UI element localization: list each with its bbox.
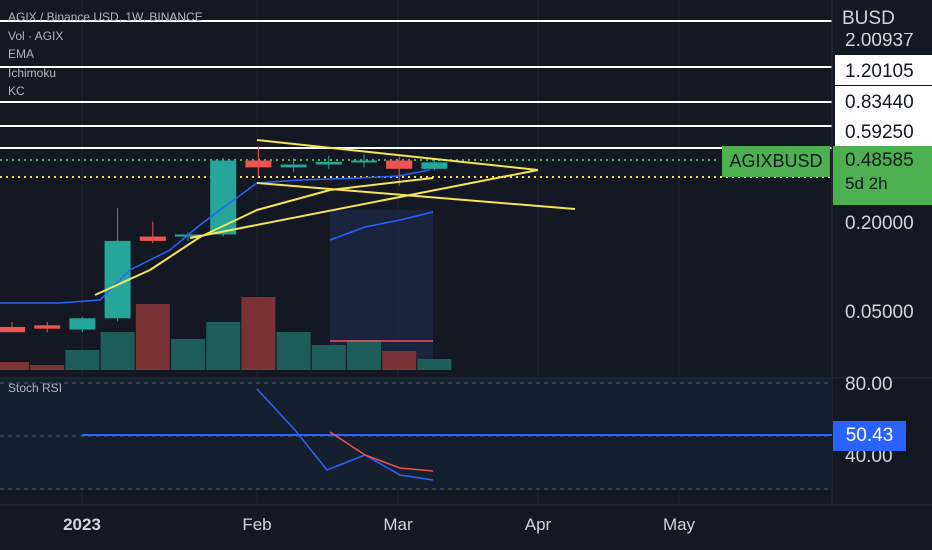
time-label-mar: Mar [383,515,413,534]
candle-body[interactable] [421,162,448,169]
chart-title[interactable]: AGIX / Binance USD, 1W, BINANCE [8,10,203,24]
candle-body[interactable] [104,240,131,319]
volume-bar [30,365,65,370]
countdown-value: 5d 2h [845,174,888,193]
candle-body[interactable] [351,160,377,163]
currency-text: BUSD [842,8,895,29]
candle-body[interactable] [210,160,237,235]
ema-line [0,169,431,304]
volume-bars [0,297,452,370]
stoch-value-tag[interactable]: 50.43 [833,421,906,451]
candle-body[interactable] [386,160,413,169]
price-label-top: 2.00937 [845,30,914,51]
time-label-feb: Feb [242,515,271,534]
candle-body[interactable] [315,161,342,165]
price-label-5: 0.20000 [845,213,914,234]
stoch-label-80: 80.00 [845,374,893,395]
candle-body[interactable] [245,160,272,168]
time-label-apr: Apr [525,515,552,534]
current-price-value: 0.48585 [845,150,914,171]
stoch-rsi-title[interactable]: Stoch RSI [8,381,63,395]
price-label-boxes [835,55,932,146]
indicator-ichimoku[interactable]: Ichimoku [8,65,57,80]
volume-bar [276,332,311,370]
volume-bar [417,359,452,370]
time-label-2023: 2023 [63,515,101,534]
stoch-d-line [329,431,434,472]
trendlines [94,139,576,296]
volume-bar [206,322,241,370]
indicator-volume[interactable]: Vol · AGIX [8,28,64,43]
price-label-2: 0.83440 [845,92,914,113]
indicator-ema[interactable]: EMA [8,47,35,61]
price-label-6: 0.05000 [845,302,914,323]
candle-body[interactable] [69,318,96,330]
time-label-may: May [663,515,696,534]
price-label-3: 0.59250 [845,122,914,143]
volume-bar [100,332,135,370]
stoch-k-line [256,388,434,481]
highlight-zone [330,210,433,360]
volume-bar [241,297,276,370]
symbol-tag[interactable]: AGIXBUSD [722,146,830,177]
volume-bar [382,351,417,370]
indicator-kc[interactable]: KC [8,84,25,98]
volume-bar [347,340,381,370]
volume-bar [171,339,205,370]
candle-body[interactable] [280,164,307,168]
stoch-value-text: 50.43 [845,425,894,446]
price-label-1: 1.20105 [845,61,914,82]
candle-body[interactable] [139,236,166,241]
price-levels [0,20,832,149]
volume-bar [0,362,29,370]
candle-body[interactable] [0,326,25,333]
volume-bar [135,304,170,370]
current-price-tag[interactable]: 0.48585 5d 2h [833,146,932,205]
stoch-label-40: 40.00 [845,446,893,467]
kc-line [329,211,434,241]
volume-bar [65,350,100,370]
symbol-tag-text: AGIXBUSD [729,151,823,171]
candle-body[interactable] [34,325,61,329]
chart-legend: AGIX / Binance USD, 1W, BINANCE Vol · AG… [8,8,203,101]
currency-box: BUSD [835,0,932,33]
volume-bar [311,345,346,370]
